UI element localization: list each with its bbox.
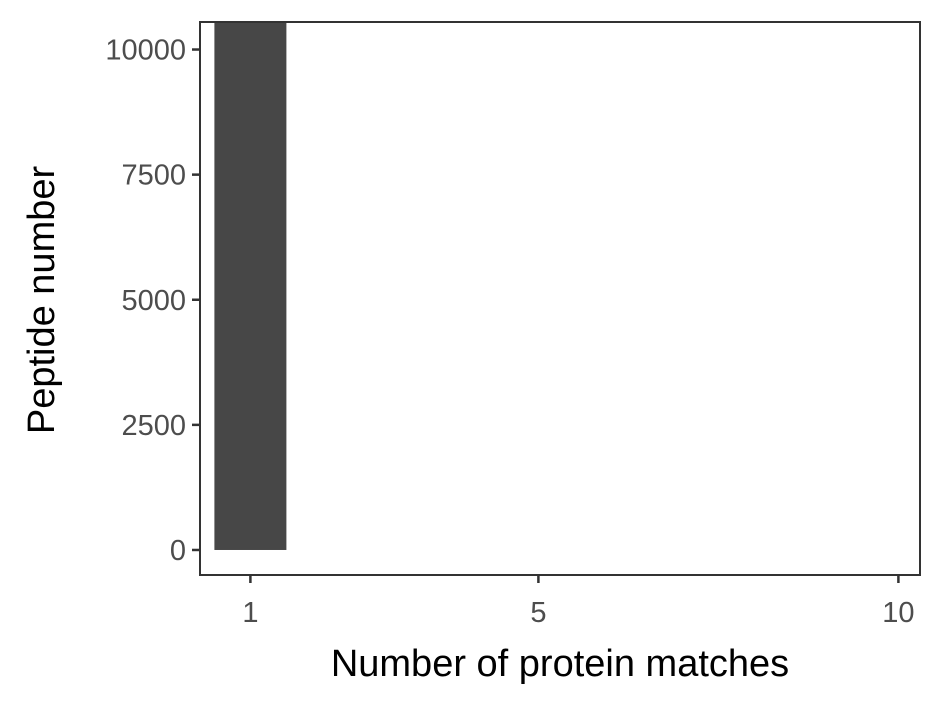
x-tick-label: 5 [530,597,546,629]
bar-1 [214,22,287,550]
y-axis-title: Peptide number [21,166,63,435]
x-axis-title: Number of protein matches [331,643,789,685]
y-tick-label: 7500 [121,160,186,192]
y-tick-label: 0 [170,535,186,567]
panel-background [200,22,920,575]
y-axis: 0 2500 5000 7500 10000 [105,35,200,567]
x-axis: 1 5 10 [242,575,915,629]
y-tick-label: 2500 [121,410,186,442]
panel-border [199,21,921,576]
y-tick-label: 5000 [121,285,186,317]
bars-layer [214,22,287,550]
y-tick-label: 10000 [105,35,186,67]
x-tick-label: 1 [242,597,258,629]
x-tick-label: 10 [882,597,914,629]
